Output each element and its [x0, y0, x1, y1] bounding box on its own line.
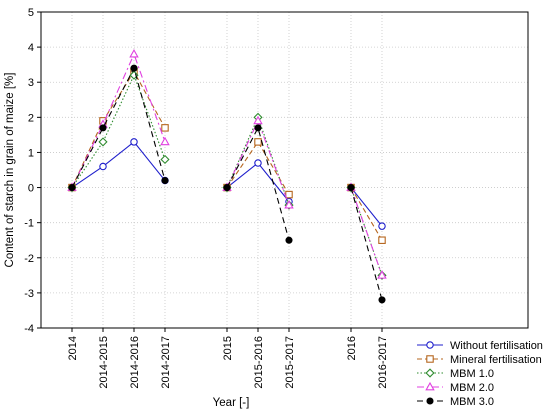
data-point: [99, 162, 107, 171]
data-point: [285, 190, 293, 199]
legend-label: MBM 1.0: [450, 368, 494, 380]
legend: Without fertilisation Mineral fertilisati…: [417, 340, 543, 408]
x-axis-title: Year [-]: [213, 397, 250, 409]
x-axis-ticks: 2014 2014-2015 2014-2016 2014-2017 2015 2015-…: [67, 328, 389, 389]
series-line-segment: [350, 187, 383, 301]
data-point: [285, 236, 293, 244]
y-tick-label: 1: [28, 147, 34, 159]
x-tick-label: 2015-2017: [284, 336, 296, 389]
legend-marker: [426, 355, 434, 363]
series-line-segment: [71, 141, 166, 189]
data-point: [161, 124, 169, 132]
legend-marker: [426, 397, 434, 405]
y-axis-ticks: -4 -3 -2 -1 0 1 2 3 4 5: [24, 7, 41, 335]
data-point: [254, 159, 262, 167]
data-point: [99, 124, 107, 132]
series-line-segment: [350, 187, 383, 276]
legend-label: MBM 3.0: [450, 396, 494, 408]
legend-label: Without fertilisation: [450, 340, 543, 352]
x-tick-label: 2015-2016: [253, 336, 265, 389]
y-axis-title: Content of starch in grain of maize [%]: [4, 73, 16, 268]
data-point: [254, 138, 262, 146]
x-tick-label: 2014-2016: [129, 336, 141, 389]
data-point: [254, 124, 262, 132]
y-tick-label: -2: [24, 253, 34, 265]
data-point: [284, 199, 294, 209]
series-line-segment: [71, 70, 166, 188]
data-point: [377, 270, 387, 279]
y-tick-label: -4: [24, 323, 34, 335]
legend-marker: [426, 341, 434, 349]
x-tick-label: 2014-2015: [98, 336, 110, 389]
x-tick-label: 2016: [346, 336, 358, 360]
legend-item: Without fertilisation: [417, 340, 543, 352]
plot-frame: [40, 11, 529, 329]
data-point: [160, 136, 170, 146]
data-point: [130, 64, 138, 72]
y-tick-label: 0: [28, 183, 34, 195]
series-line-segment: [71, 73, 166, 188]
data-point: [130, 138, 138, 146]
y-tick-label: 3: [28, 77, 34, 89]
legend-marker: [425, 381, 435, 391]
x-tick-label: 2015: [222, 336, 234, 360]
y-tick-label: -1: [24, 218, 34, 230]
data-point: [160, 154, 170, 165]
x-tick-label: 2014-2017: [160, 336, 172, 389]
grid: [41, 11, 528, 329]
series-line-segment: [226, 126, 290, 241]
data-point: [347, 184, 355, 192]
series-line-segment: [226, 140, 290, 195]
legend-label: MBM 2.0: [450, 382, 494, 394]
x-tick-label: 2014: [67, 336, 79, 360]
y-tick-label: 2: [28, 112, 34, 124]
data-point: [98, 137, 108, 147]
series-line-segment: [350, 187, 383, 241]
series-line-segment: [71, 66, 166, 188]
legend-marker: [425, 368, 435, 378]
series-line-segment: [71, 52, 166, 188]
data-point: [161, 176, 169, 185]
y-tick-label: 4: [28, 42, 34, 54]
data-point: [378, 222, 386, 230]
data-point: [129, 49, 139, 58]
legend-item: MBM 3.0: [417, 396, 494, 408]
data-point: [223, 184, 231, 192]
series-line-segment: [350, 187, 383, 227]
legend-label: Mineral fertilisation: [450, 354, 542, 366]
series-lines: [67, 49, 387, 304]
data-point: [68, 184, 76, 192]
y-tick-label: -3: [24, 288, 34, 300]
y-tick-label: 5: [28, 7, 34, 19]
legend-item: MBM 2.0: [417, 381, 494, 394]
data-point: [378, 296, 386, 304]
x-tick-label: 2016-2017: [377, 336, 389, 389]
legend-item: Mineral fertilisation: [417, 354, 542, 366]
data-point: [253, 115, 263, 125]
series-mbm-2-0: [67, 49, 387, 279]
data-point: [378, 236, 386, 244]
series-mbm-3-0: [68, 64, 386, 304]
legend-item: MBM 1.0: [417, 368, 494, 380]
